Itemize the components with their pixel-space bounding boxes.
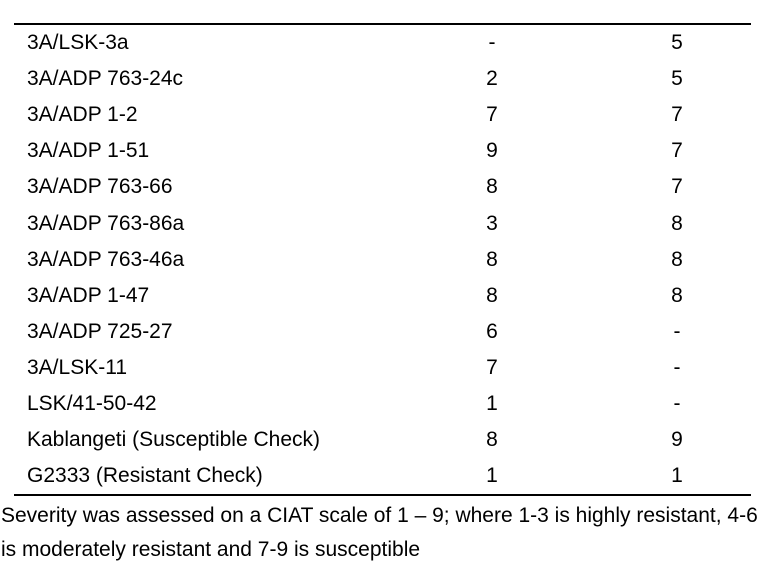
footnote-line: Severity was assessed on a CIAT scale of… [1,504,758,527]
severity-value-col2: - [673,391,681,415]
severity-value-col1: 7 [486,355,498,379]
severity-value-col1: 2 [486,67,498,91]
severity-value-col1: 8 [486,428,498,452]
table-row: 3A/ADP 725-27 6 - [14,314,751,350]
table-row: 3A/ADP 763-24c 2 5 [14,61,751,97]
severity-value-col1: - [488,31,496,55]
severity-value-col1: 8 [486,247,498,271]
table-row: 3A/LSK-3a - 5 [14,25,751,61]
genotype-name: 3A/ADP 725-27 [27,319,173,343]
table-row: 3A/ADP 1-47 8 8 [14,278,751,314]
genotype-name: 3A/ADP 763-24c [27,67,184,91]
severity-value-col2: 8 [671,283,683,307]
severity-value-col2: 7 [671,175,683,199]
genotype-name: 3A/ADP 1-51 [27,139,150,163]
severity-value-col2: - [673,319,681,343]
table-row: 3A/ADP 1-2 7 7 [14,97,751,133]
severity-value-col1: 8 [486,283,498,307]
genotype-name: 3A/ADP 763-66 [27,175,173,199]
severity-value-col2: 8 [671,247,683,271]
severity-value-col2: 7 [671,103,683,127]
table-row: 3A/LSK-11 7 - [14,350,751,386]
genotype-name: 3A/LSK-11 [27,355,128,379]
severity-value-col1: 6 [486,319,498,343]
table-row: Kablangeti (Susceptible Check) 8 9 [14,422,751,458]
severity-value-col1: 7 [486,103,498,127]
table-footnote: Severity was assessed on a CIAT scale of… [1,499,778,567]
severity-value-col2: 1 [671,464,683,488]
severity-value-col1: 9 [486,139,498,163]
genotype-name: LSK/41-50-42 [27,391,157,415]
table-row: 3A/ADP 763-46a 8 8 [14,242,751,278]
table-body: 3A/LSK-3a - 5 3A/ADP 763-24c 2 5 3A/ADP … [14,25,751,494]
table-row: G2333 (Resistant Check) 1 1 [14,458,751,494]
severity-value-col1: 1 [486,391,498,415]
severity-table: 3A/LSK-3a - 5 3A/ADP 763-24c 2 5 3A/ADP … [14,23,751,497]
genotype-name: G2333 (Resistant Check) [27,464,263,488]
table-row: 3A/ADP 1-51 9 7 [14,133,751,169]
severity-value-col1: 1 [486,464,498,488]
severity-value-col1: 3 [486,211,498,235]
genotype-name: 3A/LSK-3a [27,31,129,55]
severity-value-col2: 5 [671,31,683,55]
table-row: LSK/41-50-42 1 - [14,386,751,422]
genotype-name: 3A/ADP 763-86a [27,211,185,235]
genotype-name: 3A/ADP 1-47 [27,283,150,307]
table-row: 3A/ADP 763-86a 3 8 [14,205,751,241]
table-row: 3A/ADP 763-66 8 7 [14,169,751,205]
footnote-line: is moderately resistant and 7-9 is susce… [1,538,421,561]
severity-value-col2: 8 [671,211,683,235]
genotype-name: 3A/ADP 763-46a [27,247,185,271]
severity-value-col1: 8 [486,175,498,199]
genotype-name: Kablangeti (Susceptible Check) [27,428,320,452]
genotype-name: 3A/ADP 1-2 [27,103,138,127]
severity-value-col2: 7 [671,139,683,163]
severity-value-col2: 5 [671,67,683,91]
severity-value-col2: 9 [671,428,683,452]
severity-value-col2: - [673,355,681,379]
